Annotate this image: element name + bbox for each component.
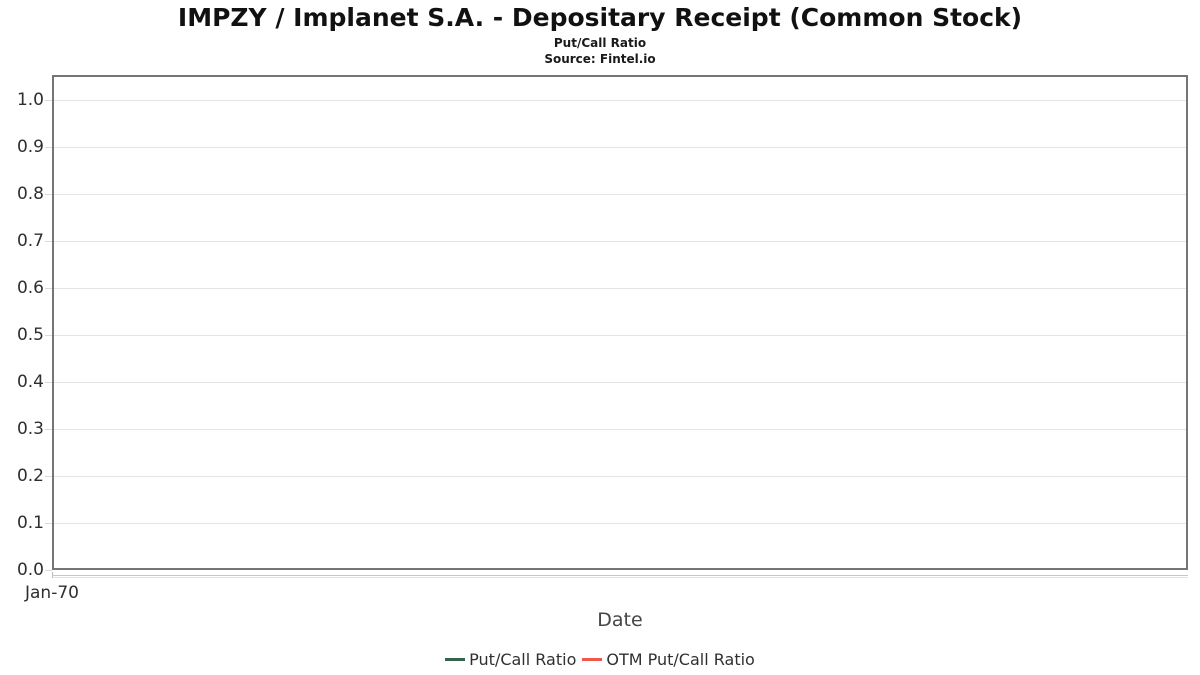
legend-line-swatch (582, 657, 603, 661)
y-tick-mark (45, 334, 52, 336)
chart-subtitle: Put/Call Ratio (553, 36, 647, 50)
y-tick-mark (45, 99, 52, 101)
y-tick-mark (45, 146, 52, 148)
y-tick-label: 0.9 (16, 137, 44, 157)
x-axis-line (52, 575, 1188, 578)
y-tick-mark (45, 475, 52, 477)
plot-area (52, 75, 1188, 570)
y-tick-mark (45, 522, 52, 524)
legend-item[interactable]: Put/Call Ratio (445, 649, 576, 670)
y-tick-label: 0.3 (16, 419, 44, 439)
y-tick-mark (45, 193, 52, 195)
gridline (54, 287, 1186, 289)
legend-line-swatch (445, 657, 466, 661)
legend-label: OTM Put/Call Ratio (606, 649, 755, 669)
x-tick-mark (52, 572, 53, 578)
gridline (54, 522, 1186, 524)
gridline (54, 193, 1186, 195)
y-tick-label: 0.2 (16, 466, 44, 486)
gridline (54, 146, 1186, 148)
x-tick-label: Jan-70 (25, 583, 79, 603)
y-tick-mark (45, 381, 52, 383)
y-tick-label: 0.0 (16, 560, 44, 580)
chart-legend: Put/Call Ratio OTM Put/Call Ratio (0, 648, 1200, 670)
y-tick-mark (45, 428, 52, 430)
y-tick-mark (45, 569, 52, 571)
y-tick-mark (45, 240, 52, 242)
gridline (54, 99, 1186, 101)
y-tick-label: 0.1 (16, 513, 44, 533)
gridline (54, 428, 1186, 430)
y-tick-label: 1.0 (16, 90, 44, 110)
chart-title: IMPZY / Implanet S.A. - Depositary Recei… (177, 3, 1023, 32)
y-tick-label: 0.5 (16, 325, 44, 345)
gridline (54, 334, 1186, 336)
gridline (54, 475, 1186, 477)
y-tick-label: 0.4 (16, 372, 44, 392)
legend-label: Put/Call Ratio (469, 649, 577, 669)
y-tick-label: 0.6 (16, 278, 44, 298)
y-tick-mark (45, 287, 52, 289)
y-tick-label: 0.8 (16, 184, 44, 204)
legend-item[interactable]: OTM Put/Call Ratio (582, 649, 755, 670)
y-tick-label: 0.7 (16, 231, 44, 251)
gridline (54, 240, 1186, 242)
chart-source-label: Source: Fintel.io (544, 52, 656, 66)
gridline (54, 381, 1186, 383)
x-axis-title: Date (597, 609, 643, 631)
